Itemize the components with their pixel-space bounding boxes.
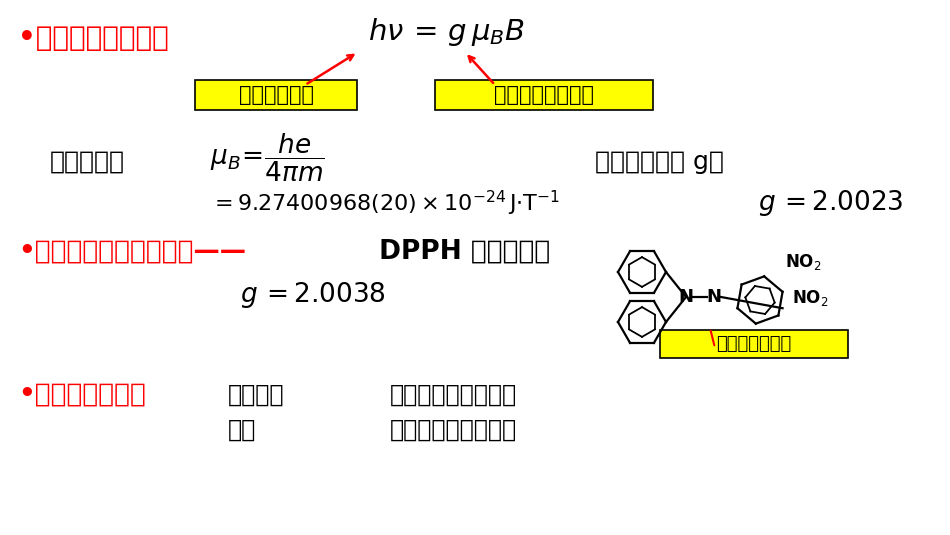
FancyBboxPatch shape <box>435 80 653 110</box>
Text: $g\,=2.0038$: $g\,=2.0038$ <box>240 280 386 310</box>
Text: $h\nu\, =\, g\,\mu_B B$: $h\nu\, =\, g\,\mu_B B$ <box>368 16 524 48</box>
Text: •电子自旋共振实验样品——: •电子自旋共振实验样品—— <box>18 239 246 265</box>
Text: 微波: 微波 <box>228 418 256 442</box>
Text: （由射频线圈提供）: （由射频线圈提供） <box>390 383 517 407</box>
Text: 射频磁场: 射频磁场 <box>228 383 284 407</box>
Text: •电子吸收能量：: •电子吸收能量： <box>18 382 146 408</box>
FancyBboxPatch shape <box>195 80 357 110</box>
Text: NO$_2$: NO$_2$ <box>792 288 828 308</box>
Text: $\mu_B\!=\!\dfrac{he}{4\pi m}$: $\mu_B\!=\!\dfrac{he}{4\pi m}$ <box>210 132 325 184</box>
Text: •电子自旋共振条件: •电子自旋共振条件 <box>18 24 169 52</box>
Text: $g\,=2.0023$: $g\,=2.0023$ <box>758 188 903 218</box>
Text: （由微波系统提供）: （由微波系统提供） <box>390 418 517 442</box>
Text: NO$_2$: NO$_2$ <box>785 252 822 272</box>
Text: $=9.27400968(20)\times10^{-24}\,\mathrm{J{\cdot}T^{-1}}$: $=9.27400968(20)\times10^{-24}\,\mathrm{… <box>210 188 560 218</box>
Text: 电子朗德因子 g：: 电子朗德因子 g： <box>595 150 724 174</box>
Text: N: N <box>678 288 694 306</box>
Text: 玻尔磁子：: 玻尔磁子： <box>50 150 125 174</box>
Text: 电子自旋能级裂距: 电子自旋能级裂距 <box>494 85 594 105</box>
Text: DPPH 自由基分子: DPPH 自由基分子 <box>370 239 550 265</box>
FancyBboxPatch shape <box>660 330 848 358</box>
Text: 电子吸收能量: 电子吸收能量 <box>238 85 314 105</box>
Text: 含有未成对电子: 含有未成对电子 <box>716 335 791 353</box>
Text: N: N <box>707 288 721 306</box>
